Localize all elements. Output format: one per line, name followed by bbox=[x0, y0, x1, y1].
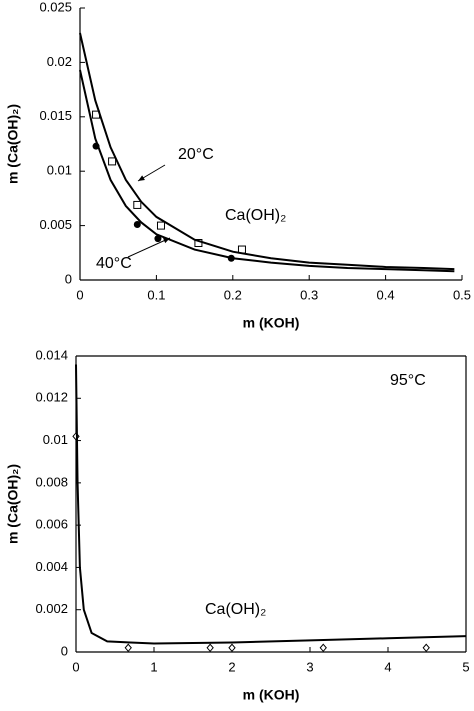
fit-curve bbox=[75, 364, 467, 645]
y-tick-label: 0 bbox=[61, 643, 68, 658]
y-tick-label: 0.025 bbox=[39, 0, 72, 14]
x-tick-label: 0.1 bbox=[147, 287, 165, 302]
data-point bbox=[319, 643, 327, 653]
annotation: Ca(OH)₂ bbox=[225, 207, 286, 224]
y-tick-label: 0.002 bbox=[35, 601, 68, 616]
x-tick-label: 4 bbox=[384, 659, 391, 674]
annotation: Ca(OH)₂ bbox=[205, 601, 266, 618]
x-tick-label: 5 bbox=[462, 659, 469, 674]
data-point bbox=[206, 643, 214, 653]
arrow-head bbox=[138, 175, 145, 181]
data-point bbox=[133, 200, 142, 209]
y-tick-label: 0.01 bbox=[43, 432, 68, 447]
x-tick-label: 0.5 bbox=[453, 287, 471, 302]
y-tick-label: 0.008 bbox=[35, 474, 68, 489]
y-tick-label: 0.02 bbox=[47, 54, 72, 69]
x-tick-label: 0.3 bbox=[300, 287, 318, 302]
data-point bbox=[108, 157, 117, 166]
y-tick-label: 0.015 bbox=[39, 108, 72, 123]
x-tick-label: 0.2 bbox=[224, 287, 242, 302]
annotation-arrow bbox=[127, 237, 171, 258]
y-tick-label: 0.006 bbox=[35, 517, 68, 532]
y-tick-label: 0.012 bbox=[35, 390, 68, 405]
x-tick-label: 0.4 bbox=[377, 287, 395, 302]
arrow-head bbox=[163, 238, 170, 244]
y-tick-label: 0.014 bbox=[35, 347, 68, 362]
y-axis-label: m (Ca(OH)₂) bbox=[5, 104, 21, 184]
data-point bbox=[133, 221, 141, 229]
x-tick-label: 1 bbox=[150, 659, 157, 674]
data-point bbox=[156, 221, 165, 230]
annotation: 95°C bbox=[390, 372, 426, 389]
fit-curve bbox=[79, 32, 455, 271]
y-tick-label: 0.01 bbox=[47, 163, 72, 178]
fit-curve bbox=[79, 69, 455, 273]
y-axis-label: m (Ca(OH)₂) bbox=[5, 464, 21, 544]
annotation: 40°C bbox=[96, 255, 132, 272]
data-point bbox=[228, 643, 236, 653]
x-tick-label: 3 bbox=[306, 659, 313, 674]
y-tick-label: 0.004 bbox=[35, 559, 68, 574]
data-point bbox=[422, 643, 430, 653]
y-tick-label: 0.005 bbox=[39, 217, 72, 232]
data-point bbox=[124, 643, 132, 653]
y-tick-label: 0 bbox=[65, 271, 72, 286]
x-tick-label: 0 bbox=[76, 287, 83, 302]
x-axis-label: m (KOH) bbox=[243, 687, 300, 703]
annotation: 20°C bbox=[178, 146, 214, 163]
x-tick-label: 0 bbox=[72, 659, 79, 674]
x-tick-label: 2 bbox=[228, 659, 235, 674]
x-axis-label: m (KOH) bbox=[243, 315, 300, 331]
data-point bbox=[154, 235, 162, 243]
